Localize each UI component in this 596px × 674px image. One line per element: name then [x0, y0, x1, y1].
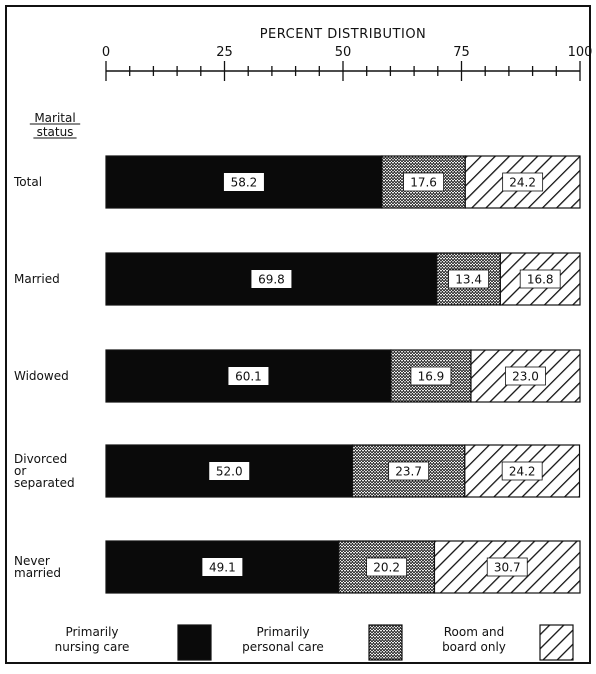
data-label-box: [403, 172, 444, 192]
legend-label: personal care: [242, 640, 324, 654]
category-label: Never: [14, 554, 50, 568]
data-label: 13.4: [455, 273, 482, 287]
bar-segment: [433, 540, 581, 594]
data-label-box: [223, 173, 264, 191]
category-label: Widowed: [14, 369, 69, 383]
data-label: 16.8: [527, 273, 554, 287]
category-label: separated: [14, 476, 75, 490]
data-label: 24.2: [509, 465, 536, 479]
category-label: married: [14, 566, 61, 580]
data-label-box: [502, 172, 544, 192]
data-label: 60.1: [235, 370, 262, 384]
data-label-box: [448, 269, 490, 289]
legend-swatch: [177, 624, 212, 661]
data-label-box: [410, 366, 452, 386]
category-label: or: [14, 464, 26, 478]
data-label-box: [209, 462, 250, 480]
data-label-box: [486, 557, 528, 577]
legend-label: Room and: [444, 625, 505, 639]
data-label: 52.0: [216, 465, 243, 479]
category-header: Marital: [34, 111, 75, 125]
legend-swatch: [539, 624, 574, 661]
data-label: 23.7: [395, 465, 422, 479]
category-label: Total: [13, 175, 42, 189]
x-tick-label: 25: [216, 45, 233, 60]
data-label-box: [505, 366, 546, 386]
data-label: 58.2: [231, 176, 258, 190]
category-label: Divorced: [14, 452, 67, 466]
chart-border: [5, 5, 591, 664]
data-label: 16.9: [418, 370, 445, 384]
x-tick-label: 0: [102, 45, 110, 60]
x-tick-label: 75: [453, 45, 470, 60]
x-tick-label: 50: [335, 45, 352, 60]
data-label: 69.8: [258, 273, 285, 287]
data-label-box: [366, 557, 408, 577]
legend-label: board only: [442, 640, 506, 654]
data-label-box: [501, 461, 543, 481]
data-label: 17.6: [410, 176, 437, 190]
data-label-box: [388, 461, 430, 481]
data-label: 23.0: [512, 370, 539, 384]
data-label: 30.7: [494, 561, 521, 575]
axis-title: PERCENT DISTRIBUTION: [260, 27, 427, 42]
data-label: 24.2: [509, 176, 536, 190]
data-label: 20.2: [373, 561, 400, 575]
category-label: Married: [14, 272, 60, 286]
legend-label: nursing care: [55, 640, 130, 654]
data-label-box: [251, 270, 292, 288]
legend-swatch: [368, 624, 403, 661]
data-label: 49.1: [209, 561, 236, 575]
x-tick-label: 100: [568, 45, 593, 60]
data-label-box: [202, 558, 243, 576]
data-label-box: [228, 367, 269, 385]
legend-label: Primarily: [256, 625, 309, 639]
legend-label: Primarily: [65, 625, 118, 639]
data-label-box: [519, 269, 561, 289]
category-header: status: [37, 125, 74, 139]
